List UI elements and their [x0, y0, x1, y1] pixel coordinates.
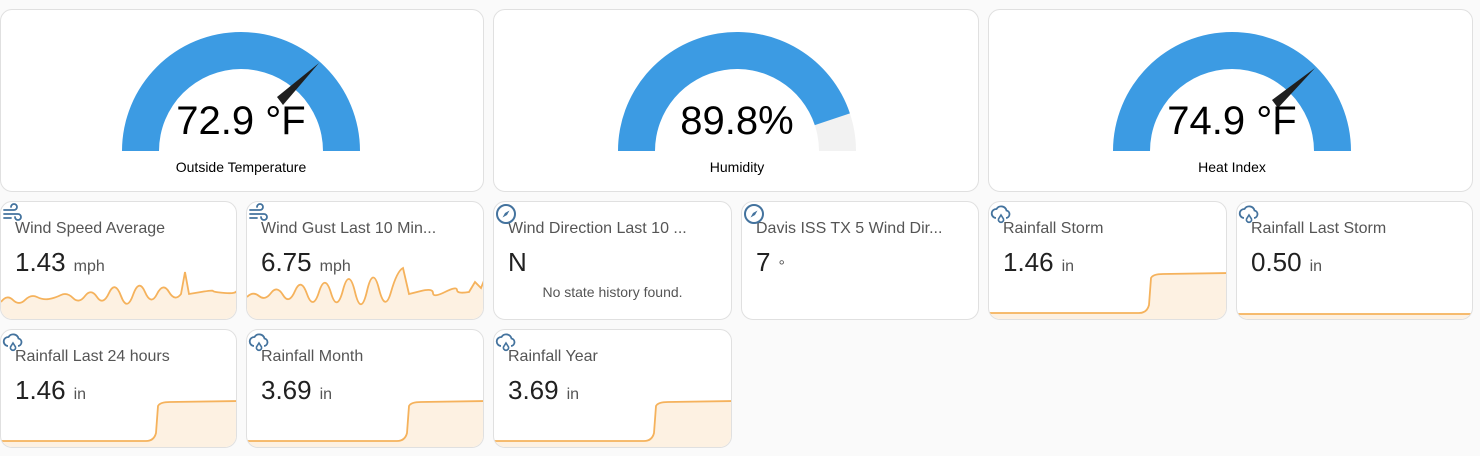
tile-card[interactable]: Wind Gust Last 10 Min... 6.75 mph	[246, 201, 484, 320]
gauge-arc	[618, 32, 850, 152]
tile-value: 1.46	[15, 375, 66, 405]
gauge-card[interactable]: 74.9 °F Heat Index	[988, 9, 1473, 192]
tile-card[interactable]: Wind Speed Average 1.43 mph	[0, 201, 237, 320]
tile-icon	[1238, 205, 1259, 224]
gauge-value: 89.8%	[680, 99, 793, 143]
tile-value-row: 6.75 mph	[261, 247, 351, 278]
tile-card[interactable]: Rainfall Month 3.69 in	[246, 329, 484, 448]
sparkline-fill	[247, 401, 483, 447]
sparkline	[247, 400, 483, 447]
sparkline-fill	[1, 272, 236, 319]
tile-name: Rainfall Last 24 hours	[15, 348, 170, 365]
tile-icon	[744, 204, 764, 224]
tile-unit: in	[1309, 258, 1323, 275]
tile-icon	[496, 204, 516, 224]
tile-value-row: 7 °	[756, 247, 785, 278]
tile-note: No state history found.	[542, 284, 683, 300]
sparkline-fill	[989, 273, 1226, 319]
sparkline-line	[989, 272, 1226, 314]
tile-unit: in	[1061, 258, 1075, 275]
gauge-name: Heat Index	[1198, 159, 1266, 175]
tile-value: 0.50	[1251, 247, 1302, 277]
tile-value: 6.75	[261, 247, 312, 277]
tile-unit: mph	[319, 258, 351, 275]
tile-icon	[2, 333, 23, 352]
sparkline-line	[1, 400, 236, 442]
tile-name: Rainfall Month	[261, 348, 364, 365]
tile-icon	[249, 203, 268, 221]
tile-value-row: 1.46 in	[15, 375, 86, 406]
sparkline	[247, 266, 483, 319]
tile-value: 1.46	[1003, 247, 1054, 277]
gauge-name: Humidity	[710, 159, 764, 175]
tile-value-row: N	[508, 247, 527, 278]
tile-card[interactable]: Rainfall Year 3.69 in	[493, 329, 732, 448]
tile-name: Davis ISS TX 5 Wind Dir...	[756, 220, 943, 237]
gauge: 72.9 °F Outside Temperature	[122, 32, 360, 175]
gauge-needle	[1272, 68, 1315, 108]
gauge: 74.9 °F Heat Index	[1113, 32, 1351, 175]
tile-name: Rainfall Year	[508, 348, 598, 365]
tile-icon	[495, 333, 516, 352]
sparkline-fill	[1237, 314, 1472, 319]
gauge: 89.8% Humidity	[618, 32, 856, 175]
tile-card[interactable]: Rainfall Last 24 hours 1.46 in	[0, 329, 237, 448]
tile-name: Rainfall Last Storm	[1251, 220, 1387, 237]
tile-value-row: 1.46 in	[1003, 247, 1074, 278]
tile-value-row: 0.50 in	[1251, 247, 1322, 278]
tile-card[interactable]: Rainfall Storm 1.46 in	[988, 201, 1227, 320]
tile-value: 7	[756, 247, 771, 277]
gauge-value: 72.9 °F	[176, 99, 305, 143]
gauge-arc	[122, 32, 360, 151]
tile-unit: in	[73, 386, 87, 403]
tile-card[interactable]: Davis ISS TX 5 Wind Dir... 7 °	[741, 201, 979, 320]
tile-unit: °	[778, 258, 785, 275]
sparkline	[989, 272, 1226, 319]
tile-value: N	[508, 247, 527, 277]
tile-icon	[248, 333, 269, 352]
sparkline	[1237, 313, 1472, 319]
sparkline-line	[247, 266, 483, 306]
sparkline	[1, 271, 236, 319]
gauge-name: Outside Temperature	[176, 159, 307, 175]
tile-value-row: 3.69 in	[261, 375, 332, 406]
tile-value: 3.69	[508, 375, 559, 405]
sparkline-fill	[247, 268, 483, 319]
tile-name: Wind Direction Last 10 ...	[508, 220, 687, 237]
sparkline-fill	[1, 401, 236, 447]
tile-name: Wind Speed Average	[15, 220, 166, 237]
gauge-arc	[1113, 32, 1351, 151]
tile-icon	[990, 205, 1011, 224]
tile-value-row: 3.69 in	[508, 375, 579, 406]
sparkline-line	[1, 271, 236, 305]
sparkline-line	[494, 400, 731, 442]
tile-unit: in	[566, 386, 580, 403]
tile-unit: in	[319, 386, 333, 403]
gauge-card[interactable]: 89.8% Humidity	[493, 9, 979, 192]
tile-card[interactable]: Wind Direction Last 10 ... N No state hist…	[493, 201, 732, 320]
sparkline	[494, 400, 731, 447]
tile-unit: mph	[73, 258, 105, 275]
tile-card[interactable]: Rainfall Last Storm 0.50 in	[1236, 201, 1473, 320]
sparkline-line	[247, 400, 483, 442]
gauge-value: 74.9 °F	[1167, 99, 1296, 143]
tile-value: 3.69	[261, 375, 312, 405]
tile-name: Wind Gust Last 10 Min...	[261, 220, 437, 237]
tile-value: 1.43	[15, 247, 66, 277]
sparkline-fill	[494, 401, 731, 447]
gauge-card[interactable]: 72.9 °F Outside Temperature	[0, 9, 484, 192]
tile-value-row: 1.43 mph	[15, 247, 105, 278]
tile-icon	[3, 203, 22, 221]
tile-name: Rainfall Storm	[1003, 220, 1104, 237]
gauge-needle	[277, 63, 319, 105]
sparkline	[1, 400, 236, 447]
